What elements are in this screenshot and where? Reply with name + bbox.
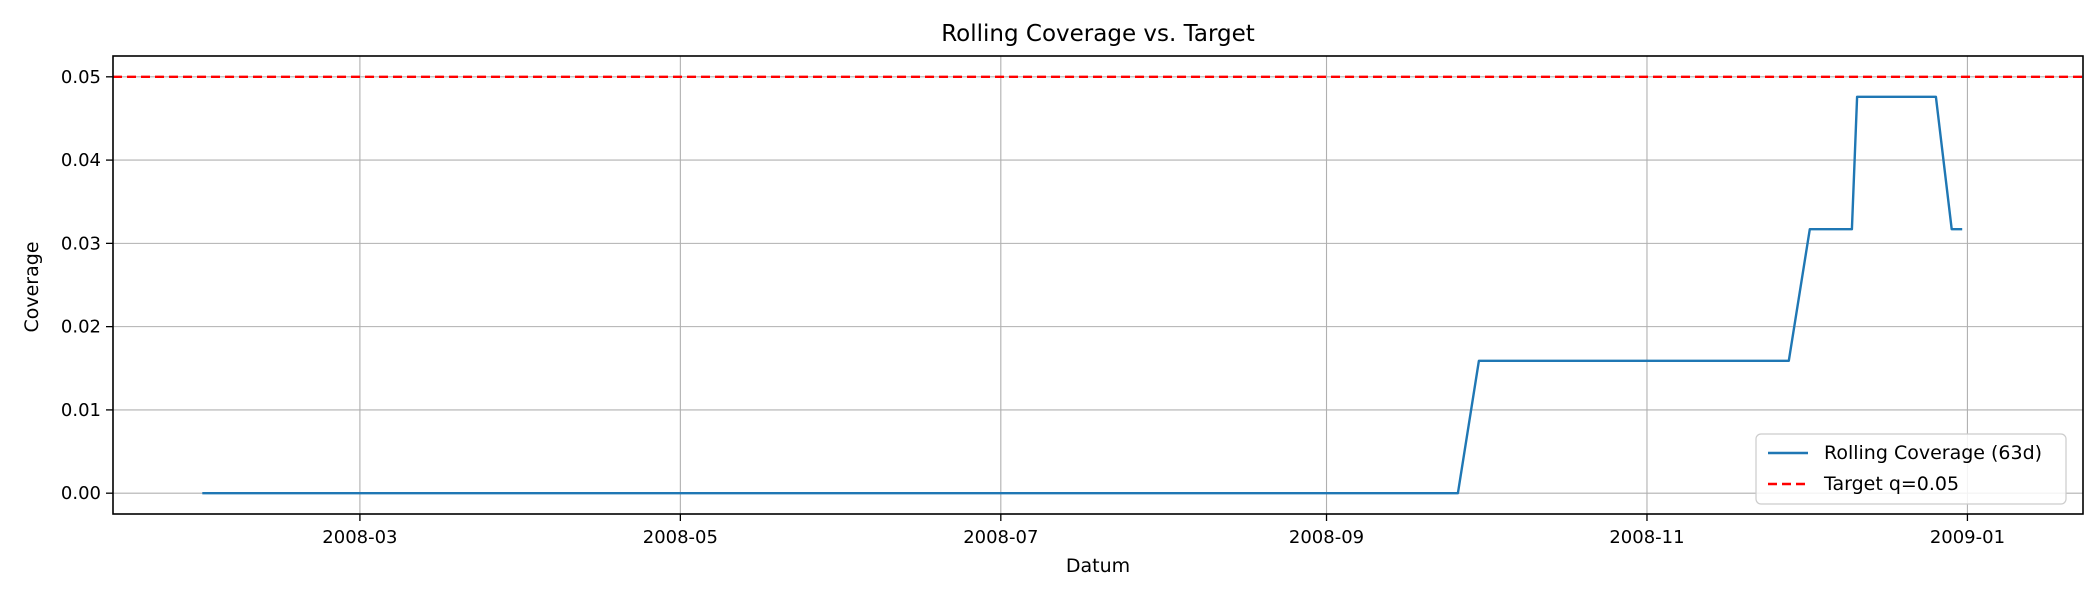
y-tick-label: 0.05 [61,67,101,88]
x-tick-label: 2008-11 [1609,527,1684,548]
legend-label-rolling-coverage: Rolling Coverage (63d) [1824,442,2042,464]
plot-series [113,75,2083,495]
x-tick-label: 2008-07 [963,527,1038,548]
x-tick-label: 2008-03 [322,527,397,548]
legend-box [1755,433,2067,505]
chart-title: Rolling Coverage vs. Target [941,21,1255,47]
legend-label-target: Target q=0.05 [1823,473,1959,495]
rolling-coverage-line [202,95,1963,495]
y-tick-label: 0.02 [61,317,101,338]
y-axis-title: Coverage [21,241,43,332]
legend: Rolling Coverage (63d) Target q=0.05 [1755,433,2067,505]
y-tick-label: 0.00 [61,483,101,504]
y-tick-label: 0.01 [61,400,101,421]
x-tick-label: 2008-09 [1289,527,1364,548]
y-tick-label: 0.04 [61,150,101,171]
x-axis-title: Datum [1066,555,1130,577]
plot-frame [112,55,2084,515]
x-tick-label: 2008-05 [643,527,718,548]
x-tick-label: 2009-01 [1930,527,2005,548]
axis-ticks: 2008-03 2008-05 2008-07 2008-09 2008-11 2009-… [61,67,2005,548]
y-tick-label: 0.03 [61,233,101,254]
